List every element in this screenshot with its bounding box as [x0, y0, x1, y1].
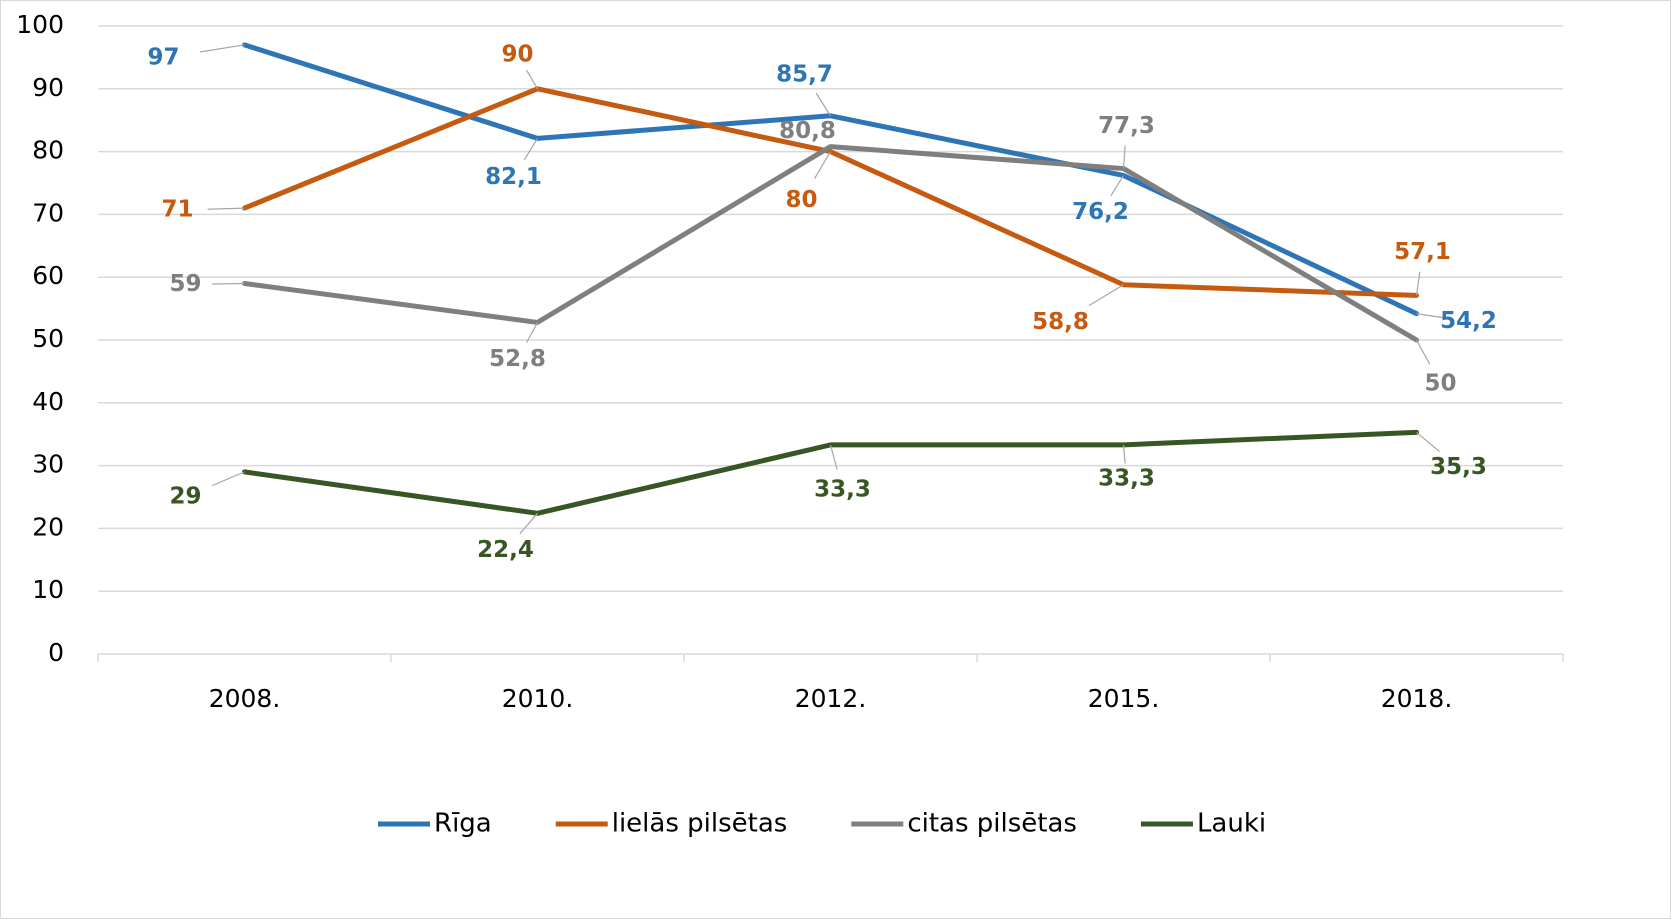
data-label: 50 — [1424, 371, 1456, 397]
leader-line — [1122, 145, 1126, 169]
leader-line — [1122, 444, 1126, 464]
leader-line — [815, 92, 832, 117]
legend-label: Rīga — [434, 809, 492, 839]
leader-line — [199, 44, 245, 53]
x-tick-label: 2012. — [795, 684, 867, 713]
y-tick-label: 30 — [32, 450, 64, 479]
data-label: 71 — [161, 197, 193, 223]
data-label: 90 — [501, 41, 533, 67]
data-label: 59 — [169, 271, 201, 297]
data-label: 22,4 — [477, 537, 534, 563]
y-tick-label: 90 — [32, 73, 64, 102]
x-tick-label: 2015. — [1088, 684, 1160, 713]
leader-line — [1416, 313, 1446, 319]
y-tick-label: 10 — [32, 575, 64, 604]
data-label: 58,8 — [1032, 309, 1089, 335]
leader-line — [1110, 175, 1125, 197]
legend-label: citas pilsētas — [907, 809, 1077, 839]
leader-line — [519, 512, 538, 535]
leader-line — [212, 282, 245, 285]
leader-line — [523, 138, 539, 161]
leader-line — [1088, 284, 1124, 307]
data-label: 54,2 — [1440, 308, 1497, 334]
y-tick-label: 40 — [32, 387, 64, 416]
data-label: 57,1 — [1394, 239, 1451, 265]
y-tick-label: 60 — [32, 261, 64, 290]
leader-line — [829, 444, 838, 470]
data-label: 33,3 — [1098, 465, 1155, 491]
data-label: 85,7 — [776, 61, 833, 87]
data-label: 35,3 — [1430, 454, 1487, 480]
data-label: 80 — [785, 187, 817, 213]
data-label: 82,1 — [485, 164, 542, 190]
series-line — [242, 144, 1419, 343]
legend-label: lielās pilsētas — [612, 809, 788, 839]
leader-line — [814, 151, 832, 179]
data-label: 29 — [169, 483, 201, 509]
leader-line — [1415, 339, 1431, 365]
y-tick-label: 80 — [32, 136, 64, 165]
data-label: 52,8 — [489, 346, 546, 372]
data-label: 97 — [147, 44, 179, 70]
y-tick-label: 20 — [32, 512, 64, 541]
y-tick-label: 50 — [32, 324, 64, 353]
data-label: 80,8 — [779, 118, 836, 144]
data-label: 77,3 — [1098, 113, 1155, 139]
data-label: 76,2 — [1072, 199, 1129, 225]
leader-line — [525, 322, 539, 344]
legend-label: Lauki — [1197, 809, 1266, 839]
x-tick-label: 2010. — [502, 684, 574, 713]
leader-line — [1416, 431, 1440, 453]
x-tick-label: 2008. — [209, 684, 281, 713]
leader-line — [207, 207, 245, 210]
y-tick-label: 0 — [48, 638, 64, 667]
leader-line — [525, 69, 539, 90]
leader-line — [1415, 271, 1421, 296]
y-tick-label: 70 — [32, 198, 64, 227]
leader-line — [211, 471, 245, 487]
y-tick-label: 100 — [16, 10, 64, 39]
x-tick-label: 2018. — [1381, 684, 1453, 713]
data-label: 33,3 — [814, 476, 871, 502]
